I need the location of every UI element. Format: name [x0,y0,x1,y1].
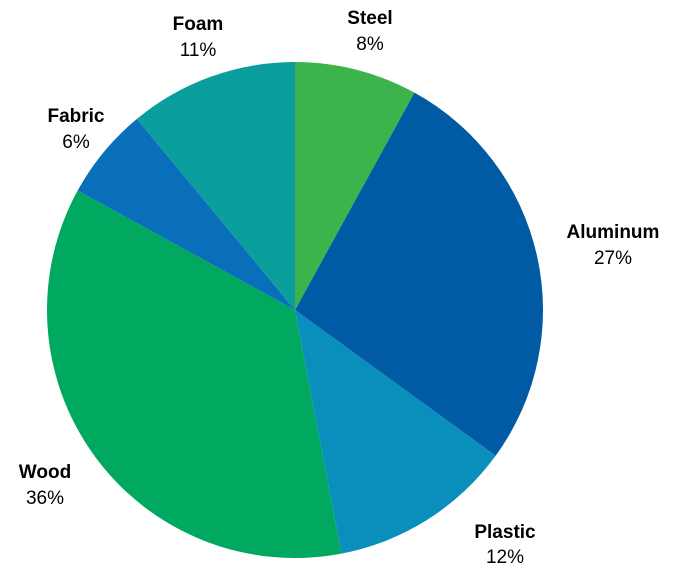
pie-slice-aluminum [295,92,543,456]
pie-slices [47,62,543,559]
slice-value-label-fabric: 6% [62,132,90,153]
pie-slice-wood [47,190,342,559]
slice-label-steel: Steel [347,8,392,29]
slice-value-label-plastic: 12% [486,547,524,566]
slice-value-label-foam: 11% [180,40,217,61]
pie-slice-foam [136,62,295,310]
slice-label-plastic: Plastic [474,522,536,543]
slice-label-aluminum: Aluminum [567,222,660,243]
pie-slice-fabric [77,118,296,310]
pie-slice-steel [295,62,415,310]
slice-label-fabric: Fabric [47,106,104,127]
slice-value-label-aluminum: 27% [594,248,632,269]
slice-value-label-steel: 8% [356,34,384,55]
pie-labels: Steel 8% Aluminum 27% Plastic 12% Wood 36% Fabri… [19,8,660,566]
pie-slice-plastic [295,310,496,554]
slice-label-wood: Wood [19,462,71,483]
slice-label-foam: Foam [173,14,224,35]
slice-value-label-wood: 36% [26,488,64,509]
